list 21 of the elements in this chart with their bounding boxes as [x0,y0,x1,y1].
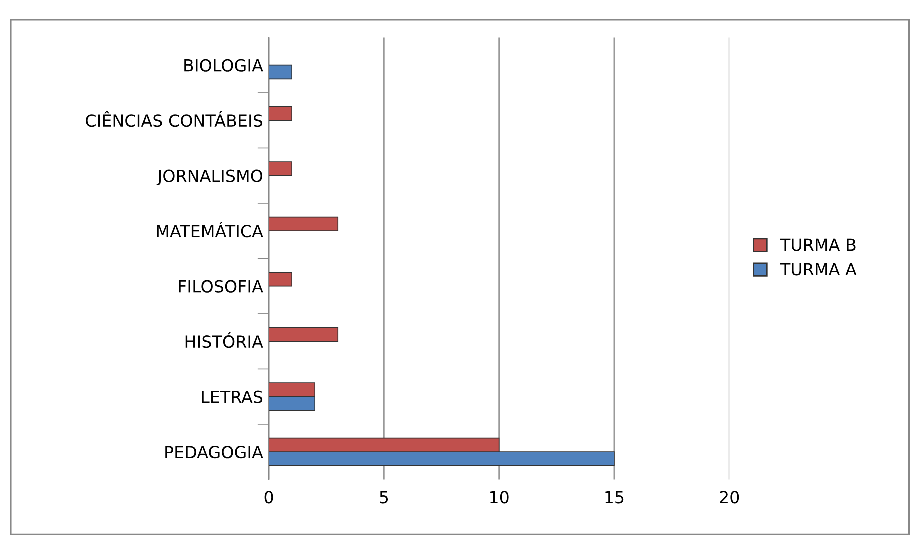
bar [269,106,292,122]
x-tick-label: 5 [380,491,388,504]
y-tick-label: LETRAS [202,390,263,404]
bar [269,216,339,232]
bar [269,327,339,342]
x-tick-label: 20 [720,491,740,504]
legend-label: TURMA B [780,238,856,252]
x-tick-label: 10 [490,491,509,504]
x-tick-label: 15 [606,491,624,504]
bar [269,64,292,80]
y-tick-label: CIÊNCIAS CONTÁBEIS [86,112,263,128]
x-tick-label: 0 [264,491,274,504]
y-tick-label: HISTÓRIA [186,332,264,348]
legend-label: TURMA A [780,263,857,276]
y-tick-label: PEDAGOGIA [166,446,264,459]
y-tick-label: MATEMÁTICA [157,222,264,238]
bar [269,162,292,176]
y-tick-label: FILOSOFIA [179,280,264,293]
y-tick-label: BIOLOGIA [184,59,264,72]
y-tick-label: JORNALISMO [156,170,263,186]
bar [269,272,292,287]
